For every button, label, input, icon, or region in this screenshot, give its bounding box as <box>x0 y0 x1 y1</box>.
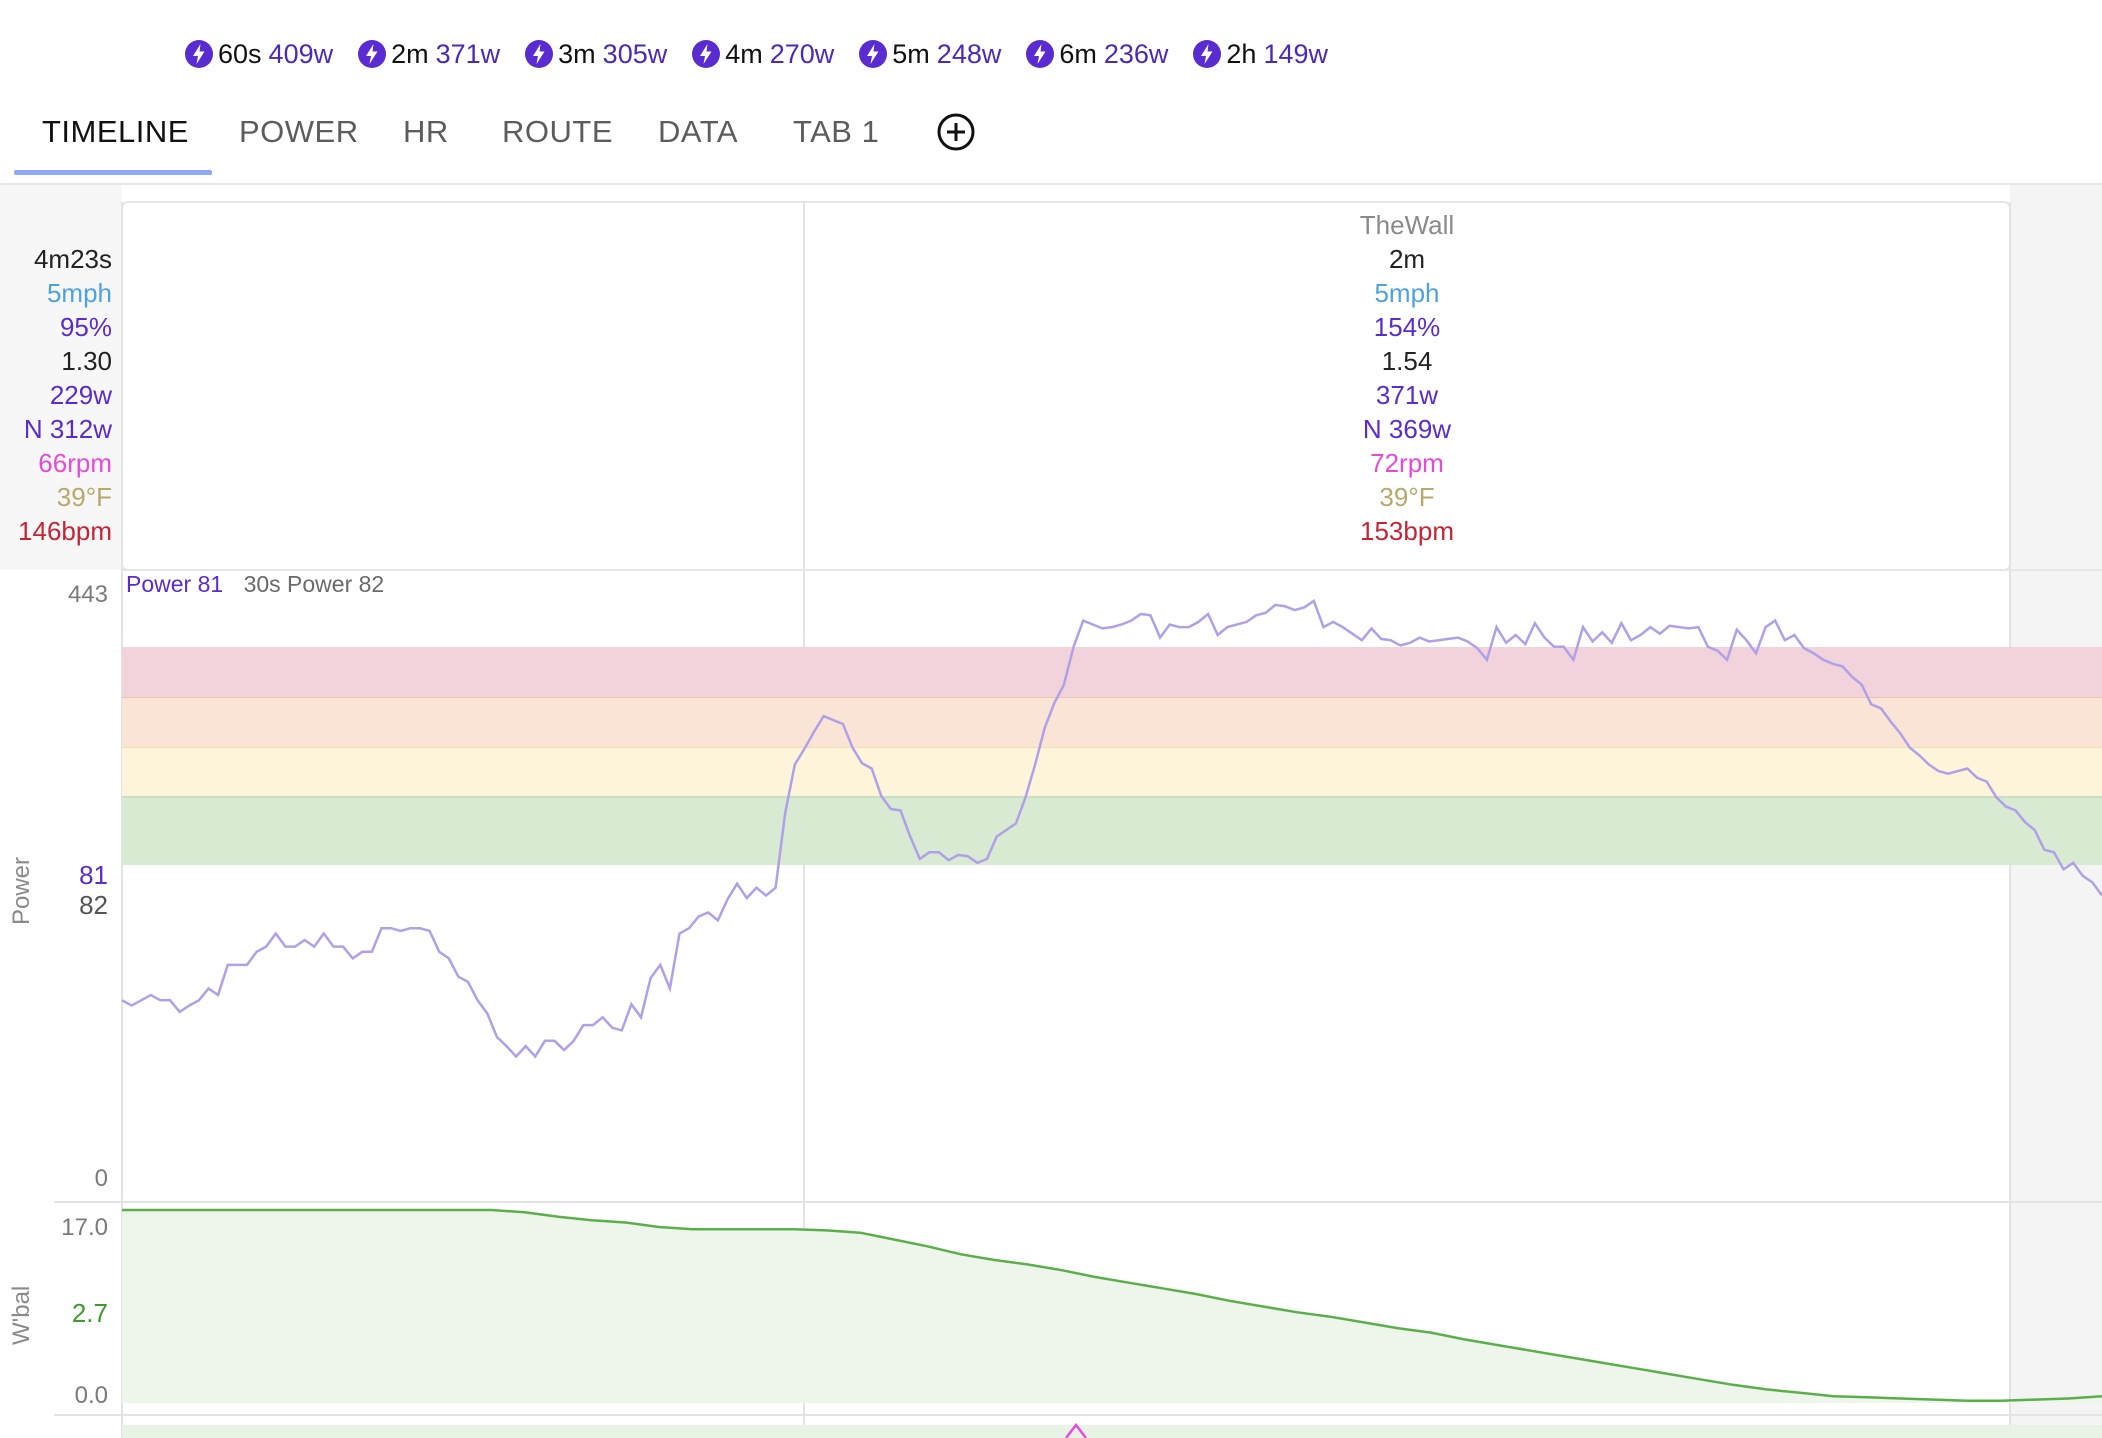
wbal-axis-min: 0.0 <box>74 1382 108 1409</box>
wbal-axis-max: 17.0 <box>61 1214 108 1241</box>
bolt-icon <box>1026 40 1055 68</box>
bolt-icon <box>1193 40 1222 68</box>
lap-np: N 369w <box>1362 414 1452 444</box>
left-stats-background <box>0 185 122 570</box>
legend-30s-power: 30s Power 82 <box>243 571 385 597</box>
lap-thewall[interactable]: TheWall 2m 5mph 154% 1.54 371w N 369w 72… <box>804 200 2010 595</box>
power-cursor-value: 81 <box>79 860 108 890</box>
next-chart-strip <box>122 1425 2102 1438</box>
power-axis-max: 443 <box>67 581 108 608</box>
zone-green <box>122 797 2102 865</box>
peak-power-strip: 60s 409w 2m 371w 3m 305w 4m 270w 5m 248w 6m 236w 2h 1… <box>184 34 1352 74</box>
summary-duration: 4m23s <box>33 244 112 274</box>
peak-value: 248w <box>936 38 1002 69</box>
peak-duration: 60s <box>218 38 262 69</box>
peak-value: 409w <box>268 38 334 69</box>
peak-value: 305w <box>602 38 668 69</box>
summary-percent: 95% <box>59 312 112 342</box>
lap-duration: 2m <box>1388 244 1426 274</box>
tab-data[interactable]: DATA <box>658 114 739 149</box>
bolt-icon <box>185 40 213 68</box>
lap-cadence: 72rpm <box>1370 448 1444 478</box>
cadence-marker <box>1065 1422 1087 1438</box>
lap-title: TheWall <box>1359 210 1455 240</box>
lap-speed: 5mph <box>1374 278 1440 308</box>
tab-timeline[interactable]: TIMELINE <box>42 114 189 149</box>
lap-percent: 154% <box>1373 312 1441 342</box>
bolt-icon <box>525 40 554 68</box>
peak-item: 6m 236w <box>1025 39 1168 70</box>
peak-duration: 3m <box>558 38 596 69</box>
timeline-panel: 4m23s 5mph 95% 1.30 229w N 312w 66rpm 39… <box>0 185 2102 1438</box>
zone-border <box>122 697 2102 698</box>
timeline-charts <box>0 185 2102 1438</box>
peak-value: 270w <box>769 38 835 69</box>
lap-temperature: 39°F <box>1379 482 1435 512</box>
bolt-icon <box>859 40 888 68</box>
power-axis-min: 0 <box>94 1165 108 1192</box>
peak-duration: 6m <box>1059 38 1097 69</box>
peak-value: 371w <box>435 38 501 69</box>
peak-value: 149w <box>1263 38 1328 69</box>
tab-bar: TIMELINE POWER HR ROUTE DATA TAB 1 <box>14 104 2102 184</box>
wbal-axis-title: W'bal <box>8 1285 35 1345</box>
lap-watts: 371w <box>1375 380 1439 410</box>
legend-power: Power 81 <box>126 571 224 597</box>
tabs-divider <box>0 183 2102 185</box>
active-tab-underline <box>14 170 212 175</box>
tab-tab-1[interactable]: TAB 1 <box>793 114 880 149</box>
power-30s-cursor-value: 82 <box>79 890 108 920</box>
tab-power[interactable]: POWER <box>239 114 359 149</box>
lap-intensity: 1.54 <box>1381 346 1433 376</box>
peak-item: 2m 371w <box>357 39 500 70</box>
tab-route[interactable]: ROUTE <box>502 114 613 149</box>
bolt-icon <box>358 40 387 68</box>
bolt-icon <box>692 40 721 68</box>
zone-border <box>122 796 2102 798</box>
peak-item: 5m 248w <box>858 39 1001 70</box>
peak-value: 236w <box>1103 38 1169 69</box>
power-axis-title: Power <box>8 856 35 925</box>
add-tab-icon[interactable] <box>936 112 976 152</box>
peak-duration: 4m <box>725 38 763 69</box>
zone-yellow <box>122 747 2102 797</box>
peak-item: 60s 409w <box>184 39 333 70</box>
zone-border <box>122 747 2102 748</box>
peak-duration: 5m <box>892 38 930 69</box>
peak-duration: 2m <box>391 38 429 69</box>
peak-duration: 2h <box>1226 38 1257 69</box>
wbal-series-area <box>122 1210 2102 1403</box>
peak-item: 2h 149w <box>1192 39 1328 70</box>
summary-watts: 229w <box>49 380 112 410</box>
summary-heart-rate: 146bpm <box>18 516 112 546</box>
summary-temperature: 39°F <box>56 482 112 512</box>
zone-red <box>122 647 2102 697</box>
power-legend: Power 81 30s Power 82 <box>126 571 398 598</box>
peak-item: 4m 270w <box>691 39 834 70</box>
wbal-series-line <box>122 1208 2102 1402</box>
summary-intensity: 1.30 <box>61 346 112 376</box>
summary-cadence: 66rpm <box>38 448 112 478</box>
zone-orange <box>122 697 2102 747</box>
tab-hr[interactable]: HR <box>403 114 449 149</box>
lap-heart-rate: 153bpm <box>1360 516 1454 546</box>
left-summary-stats: 4m23s 5mph 95% 1.30 229w N 312w 66rpm 39… <box>0 200 112 620</box>
peak-item: 3m 305w <box>524 39 667 70</box>
wbal-cursor-value: 2.7 <box>71 1298 108 1328</box>
summary-speed: 5mph <box>46 278 112 308</box>
summary-np: N 312w <box>23 414 112 444</box>
power-series-line <box>121 598 2102 1059</box>
